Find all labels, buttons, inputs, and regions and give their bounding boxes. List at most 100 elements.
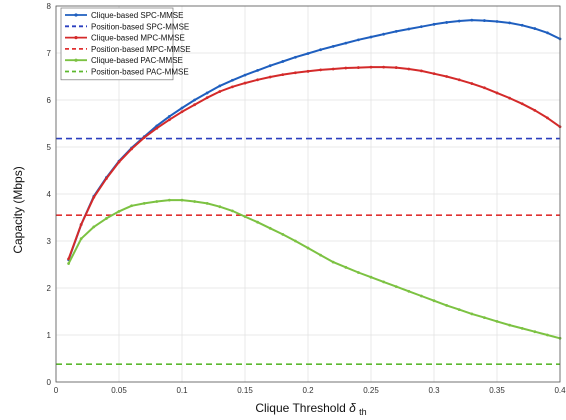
data-point	[268, 75, 272, 79]
data-point	[92, 225, 96, 229]
data-point	[394, 29, 398, 33]
data-point	[357, 38, 360, 42]
data-point	[457, 308, 461, 312]
series-layer	[56, 18, 562, 365]
data-point	[294, 239, 297, 243]
data-point	[306, 52, 310, 55]
data-point	[407, 289, 411, 293]
legend-item: Clique-based MPC-MMSE	[65, 34, 185, 43]
legend-item: Position-based SPC-MMSE	[65, 22, 189, 31]
series-line	[67, 66, 561, 260]
data-point	[205, 91, 209, 95]
data-point	[155, 200, 159, 203]
data-point	[382, 32, 385, 36]
data-point	[508, 21, 511, 25]
data-point	[483, 316, 486, 320]
legend-label: Position-based MPC-MMSE	[91, 45, 191, 54]
x-tick-label: 0.15	[237, 386, 253, 395]
data-point	[533, 330, 537, 334]
data-point	[231, 78, 234, 82]
data-point	[420, 69, 423, 73]
data-point	[420, 294, 423, 298]
legend-marker	[74, 13, 78, 17]
data-point	[105, 217, 108, 220]
data-point	[281, 60, 285, 63]
data-point	[205, 96, 209, 100]
data-point	[382, 65, 385, 69]
data-point	[407, 67, 411, 71]
data-point	[256, 78, 259, 82]
data-point	[117, 209, 121, 213]
plot-frame	[55, 5, 561, 383]
data-point	[294, 55, 297, 59]
data-point	[105, 177, 108, 180]
data-point	[546, 116, 549, 120]
data-point	[344, 265, 348, 269]
data-point	[193, 98, 197, 102]
data-point	[432, 72, 436, 76]
x-tick-label: 0.3	[428, 386, 440, 395]
legend-box	[60, 7, 174, 81]
data-point	[243, 215, 247, 218]
legend-label: Clique-based MPC-MMSE	[91, 34, 185, 43]
y-tick-label: 8	[47, 2, 52, 11]
data-point	[331, 45, 335, 48]
x-axis-title: Clique Threshold δ th	[255, 401, 366, 417]
data-point	[142, 136, 146, 140]
x-axis-title-subscript: th	[359, 407, 367, 417]
legend-item: Clique-based PAC-MMSE	[65, 56, 183, 65]
data-point	[193, 103, 197, 107]
series-line	[67, 199, 561, 340]
data-point	[445, 75, 448, 78]
data-point	[243, 81, 247, 85]
data-point	[508, 96, 511, 100]
data-point	[520, 102, 524, 106]
data-point	[432, 299, 436, 303]
x-axis-title-text: Clique Threshold	[255, 401, 346, 415]
data-point	[445, 21, 448, 24]
data-point	[420, 25, 423, 29]
y-tick-label: 7	[47, 49, 52, 58]
data-point	[470, 312, 474, 316]
data-point	[142, 202, 146, 205]
x-tick-label: 0.05	[111, 386, 127, 395]
data-point	[533, 108, 537, 112]
legend-item: Position-based MPC-MMSE	[65, 45, 191, 54]
y-tick-label: 1	[47, 331, 52, 340]
data-point	[92, 195, 96, 199]
x-tick-label: 0.1	[176, 386, 188, 395]
data-point	[294, 71, 297, 75]
data-point	[483, 19, 486, 22]
data-point	[180, 106, 184, 110]
data-point	[546, 333, 549, 337]
data-point	[268, 64, 272, 68]
data-point	[218, 90, 222, 93]
data-point	[281, 73, 285, 77]
x-tick-labels: 0 0.05 0.1 0.15 0.2 0.25 0.3 0.35 0.4	[54, 386, 566, 395]
data-point	[319, 68, 322, 72]
data-point	[344, 66, 348, 70]
data-point	[168, 118, 171, 122]
data-point	[357, 271, 360, 274]
data-point	[520, 23, 524, 27]
data-point	[67, 262, 70, 265]
data-point	[344, 41, 348, 45]
data-point	[306, 246, 310, 250]
data-point	[432, 22, 436, 26]
y-tick-label: 2	[47, 284, 52, 293]
data-point	[180, 198, 184, 202]
data-point	[117, 160, 121, 164]
legend-item: Clique-based SPC-MMSE	[65, 11, 183, 20]
data-point	[394, 285, 398, 288]
data-point	[130, 204, 134, 208]
data-point	[130, 147, 134, 151]
data-point	[483, 86, 486, 90]
data-point	[546, 31, 549, 35]
legend-label: Clique-based PAC-MMSE	[91, 56, 183, 65]
series-2	[67, 65, 562, 261]
data-point	[457, 19, 461, 23]
data-point	[508, 323, 511, 327]
x-tick-label: 0	[54, 386, 59, 395]
data-point	[445, 303, 448, 307]
